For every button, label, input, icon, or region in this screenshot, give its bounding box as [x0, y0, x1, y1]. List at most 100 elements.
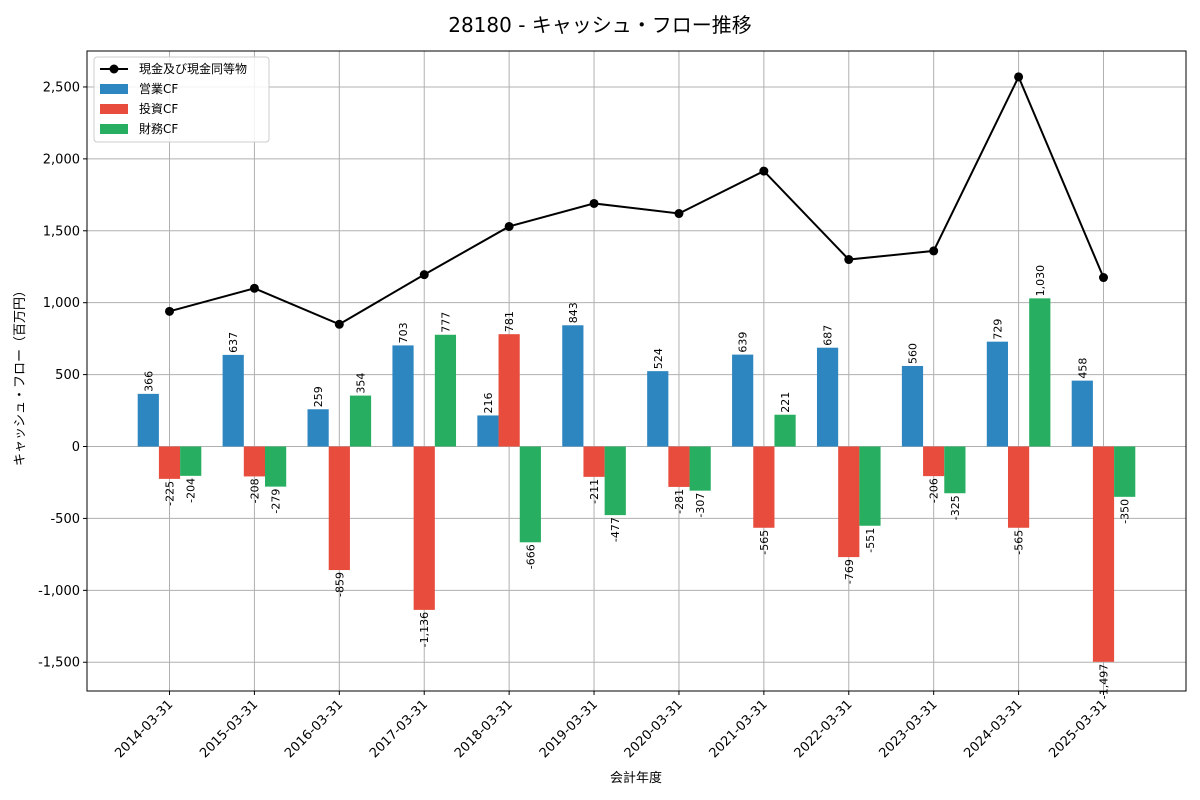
- bar-data-label: 639: [737, 332, 750, 353]
- bar-operating: [137, 393, 159, 447]
- cash-line-marker: [419, 270, 429, 280]
- y-tick-label: 2,000: [43, 152, 80, 167]
- x-tick-label: 2021-03-31: [707, 697, 771, 761]
- bar-investing: [923, 446, 945, 477]
- bar-financing: [604, 446, 626, 516]
- cash-line-marker: [1099, 273, 1108, 283]
- bar-data-label: 1,030: [1034, 265, 1047, 297]
- cash-line-marker: [844, 255, 854, 265]
- bar-operating: [392, 345, 414, 447]
- bar-data-label: 524: [652, 348, 665, 369]
- bar-data-label: -279: [270, 489, 283, 514]
- bar-data-label: -281: [673, 489, 686, 514]
- bar-data-label: 777: [439, 312, 452, 333]
- bar-data-label: -211: [588, 479, 601, 504]
- cash-line-marker: [589, 198, 599, 208]
- legend-label: 投資CF: [139, 101, 178, 116]
- bar-financing: [774, 414, 796, 447]
- x-tick-label: 2015-03-31: [197, 697, 261, 761]
- y-axis-label: キャッシュ・フロー（百万円）: [13, 284, 28, 466]
- bar-data-label: -1,497: [1098, 664, 1111, 699]
- bar-operating: [901, 365, 924, 447]
- bar-data-label: 687: [822, 325, 835, 346]
- x-tick-label: 2025-03-31: [1046, 697, 1110, 761]
- x-tick-label: 2022-03-31: [792, 697, 856, 761]
- x-tick-label: 2017-03-31: [367, 697, 431, 761]
- bar-operating: [986, 341, 1008, 447]
- y-tick-label: -1,500: [38, 656, 80, 671]
- y-tick-label: 2,500: [43, 80, 80, 95]
- x-tick-label: 2014-03-31: [112, 697, 176, 761]
- bar-series: [137, 298, 1136, 662]
- bar-operating: [222, 354, 244, 447]
- bar-financing: [180, 446, 202, 476]
- cash-line: [169, 74, 1105, 326]
- bar-data-label: -204: [185, 478, 198, 503]
- x-tick-label: 2020-03-31: [622, 697, 686, 761]
- bar-investing: [1007, 446, 1030, 528]
- x-tick-label: 2023-03-31: [876, 697, 940, 761]
- bar-operating: [1071, 380, 1093, 447]
- cash-line-marker: [165, 306, 174, 316]
- bar-operating: [816, 347, 839, 447]
- y-axis: -1,500 -1,000 -500 0 500 1,000 1,500 2,000 2,500: [38, 80, 87, 671]
- bar-investing: [583, 446, 605, 477]
- bar-data-label: -859: [333, 572, 346, 597]
- bar-operating: [477, 415, 499, 447]
- bar-data-label: -206: [928, 478, 941, 503]
- y-tick-label: 1,500: [43, 224, 80, 239]
- bar-data-label: -1,136: [418, 612, 431, 647]
- bar-data-label: -225: [164, 481, 177, 506]
- bar-financing: [349, 395, 372, 447]
- legend-bar-swatch: [100, 84, 128, 94]
- bar-financing: [434, 334, 457, 447]
- cash-line-marker: [504, 221, 514, 231]
- bar-investing: [753, 446, 775, 528]
- bar-data-label: -477: [609, 517, 622, 542]
- x-tick-label: 2018-03-31: [452, 697, 516, 761]
- x-tick-label: 2019-03-31: [537, 697, 601, 761]
- bar-data-label: 458: [1076, 358, 1089, 379]
- legend-bar-swatch: [100, 104, 128, 114]
- bar-data-label: -666: [524, 544, 537, 569]
- y-tick-label: 1,000: [43, 296, 80, 311]
- bar-data-label: -307: [694, 493, 707, 518]
- bar-financing: [519, 446, 541, 543]
- bar-financing: [859, 446, 881, 526]
- bar-financing: [689, 446, 711, 491]
- bar-data-label: 366: [142, 371, 155, 392]
- x-tick-label: 2016-03-31: [282, 697, 346, 761]
- y-tick-label: -500: [50, 512, 80, 527]
- bar-data-label: 637: [227, 332, 240, 353]
- bar-data-label: -565: [758, 530, 771, 555]
- bar-financing: [944, 446, 966, 494]
- grid-lines: [87, 51, 1186, 691]
- legend-box: [93, 56, 270, 143]
- x-axis-label: 会計年度: [610, 770, 662, 786]
- bar-operating: [562, 325, 584, 447]
- plot-frame: [86, 50, 1187, 692]
- bar-data-label: 843: [567, 302, 580, 323]
- bar-data-label: 354: [355, 373, 368, 394]
- bar-data-label: -208: [248, 478, 261, 503]
- legend-label: 営業CF: [139, 82, 178, 96]
- bar-data-label: 221: [779, 392, 792, 413]
- bar-data-label: -565: [1013, 530, 1026, 555]
- x-axis: 2014-03-31 2015-03-31 2016-03-31 2017-03-31…: [112, 691, 1110, 761]
- cash-line-series: [165, 72, 1108, 329]
- bar-investing: [413, 446, 435, 610]
- bar-data-label: 703: [397, 322, 410, 343]
- y-tick-label: 0: [72, 440, 80, 455]
- y-tick-label: 500: [55, 368, 80, 383]
- bar-investing: [158, 446, 181, 479]
- legend-bar-swatch: [100, 124, 128, 134]
- bar-data-label: -769: [843, 559, 856, 584]
- bar-operating: [307, 409, 329, 447]
- bar-data-label: -325: [949, 495, 962, 520]
- legend-label: 現金及び現金同等物: [139, 61, 247, 76]
- bar-investing: [328, 446, 350, 571]
- bar-financing: [1029, 298, 1051, 447]
- bar-financing: [1114, 446, 1136, 497]
